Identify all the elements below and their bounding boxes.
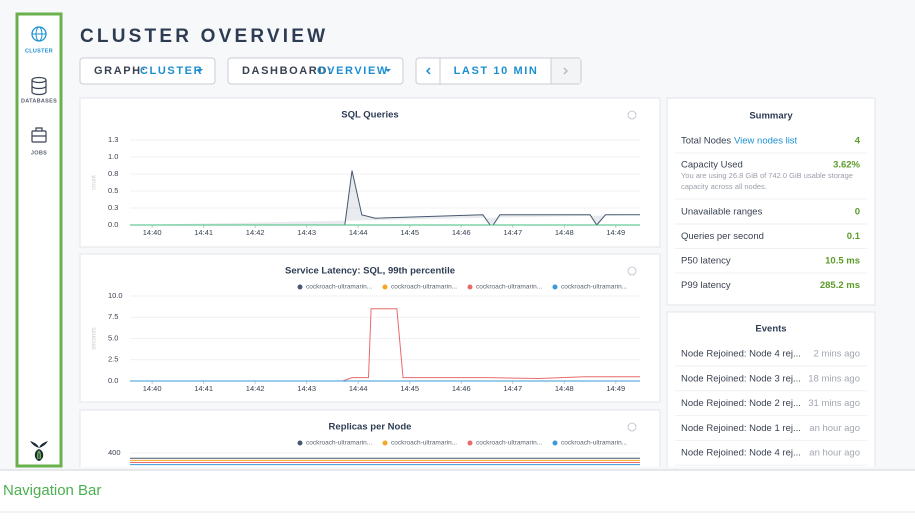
row-label: Unavailable ranges <box>681 207 763 218</box>
time-range[interactable]: LAST 10 MIN <box>454 65 539 77</box>
x-tick-label: 14:43 <box>297 228 316 237</box>
legend-label: cockroach-ultramarin... <box>561 284 627 291</box>
row-label: Total Nodes <box>681 136 731 147</box>
panel <box>667 98 875 305</box>
row-value: 3.62% <box>833 160 860 171</box>
legend-label: cockroach-ultramarin... <box>476 284 542 291</box>
annotation-caption: Navigation Bar <box>3 482 101 499</box>
legend-swatch <box>298 285 303 290</box>
legend-label: cockroach-ultramarin... <box>306 284 372 291</box>
event-time: 18 mins ago <box>808 373 860 384</box>
y-axis-label: count <box>92 175 98 190</box>
dropdown-value: OVERVIEW <box>317 65 389 77</box>
row-value: 0.1 <box>847 231 861 242</box>
nodes-link[interactable]: View nodes list <box>734 136 798 147</box>
y-tick-label: 10.0 <box>108 291 123 300</box>
event-text: Node Rejoined: Node 4 rej... <box>681 349 801 360</box>
event-text: Node Rejoined: Node 2 rej... <box>681 398 801 409</box>
dropdown-value: CLUSTER <box>140 65 203 77</box>
time-selector: LAST 10 MIN <box>416 58 581 84</box>
graph-dropdown[interactable]: GRAPH: CLUSTER <box>80 58 215 84</box>
legend-label: cockroach-ultramarin... <box>391 440 457 447</box>
x-tick-label: 14:49 <box>606 384 625 393</box>
x-tick-label: 14:43 <box>297 384 316 393</box>
event-text: Node Rejoined: Node 3 rej... <box>681 373 801 384</box>
legend-label: cockroach-ultramarin... <box>306 440 372 447</box>
row-label: P99 latency <box>681 280 731 291</box>
y-tick-label: 5.0 <box>108 333 118 342</box>
row-label: P50 latency <box>681 256 731 267</box>
y-tick-label: 0.5 <box>108 186 118 195</box>
event-time: 2 mins ago <box>814 349 860 360</box>
legend-swatch <box>298 441 303 446</box>
nav-label: JOBS <box>31 150 47 156</box>
summary-panel: Summary Total Nodes View nodes list 4 Ca… <box>667 98 875 305</box>
dashboard-dropdown[interactable]: DASHBOARD: OVERVIEW <box>228 58 403 84</box>
legend-label: cockroach-ultramarin... <box>391 284 457 291</box>
y-tick-label: 400 <box>108 448 121 457</box>
legend-label: cockroach-ultramarin... <box>561 440 627 447</box>
x-tick-label: 14:41 <box>194 384 213 393</box>
x-tick-label: 14:47 <box>503 228 522 237</box>
x-tick-label: 14:45 <box>400 384 419 393</box>
y-tick-label: 0.8 <box>108 169 118 178</box>
x-tick-label: 14:49 <box>606 228 625 237</box>
row-value: 4 <box>855 136 861 147</box>
event-time: an hour ago <box>809 423 860 434</box>
legend-label: cockroach-ultramarin... <box>476 440 542 447</box>
x-tick-label: 14:47 <box>503 384 522 393</box>
chart-title: Service Latency: SQL, 99th percentile <box>285 266 455 277</box>
x-tick-label: 14:40 <box>143 228 162 237</box>
chart-title: Replicas per Node <box>329 422 412 433</box>
event-text: Node Rejoined: Node 1 rej... <box>681 423 801 434</box>
x-tick-label: 14:46 <box>452 384 471 393</box>
legend-swatch <box>383 285 388 290</box>
events-panel: Events Node Rejoined: Node 4 rej... 2 min… <box>667 312 875 482</box>
legend-swatch <box>383 441 388 446</box>
x-tick-label: 14:41 <box>194 228 213 237</box>
x-tick-label: 14:44 <box>349 384 368 393</box>
panel-title: Summary <box>749 111 793 122</box>
legend-swatch <box>553 441 558 446</box>
x-tick-label: 14:44 <box>349 228 368 237</box>
x-tick-label: 14:48 <box>555 228 574 237</box>
panel-title: Events <box>755 324 786 335</box>
x-tick-label: 14:40 <box>143 384 162 393</box>
y-tick-label: 7.5 <box>108 312 118 321</box>
chart-title: SQL Queries <box>341 110 398 121</box>
page-title: CLUSTER OVERVIEW <box>80 26 328 47</box>
row-value: 285.2 ms <box>820 280 860 291</box>
disabled-button <box>551 59 581 84</box>
event-time: 31 mins ago <box>808 398 860 409</box>
nav-label: DATABASES <box>21 98 57 104</box>
x-tick-label: 14:42 <box>246 228 265 237</box>
row-note: capacity across all nodes. <box>681 182 767 191</box>
nav-bar <box>17 14 61 466</box>
legend-swatch <box>553 285 558 290</box>
y-tick-label: 0.0 <box>108 376 118 385</box>
nav-label: CLUSTER <box>25 48 53 54</box>
legend-swatch <box>468 441 473 446</box>
row-value: 10.5 ms <box>825 256 860 267</box>
y-tick-label: 0.3 <box>108 203 118 212</box>
x-tick-label: 14:42 <box>246 384 265 393</box>
y-tick-label: 1.3 <box>108 135 118 144</box>
charts: SQL Queries count 1.3 1.0 0.8 0.5 0.3 0.0 14:40 1… <box>80 98 660 490</box>
row-note: You are using 26.8 GiB of 742.0 GiB usab… <box>681 171 853 180</box>
y-tick-label: 2.5 <box>108 355 118 364</box>
x-tick-label: 14:46 <box>452 228 471 237</box>
row-label: Capacity Used <box>681 160 743 171</box>
event-text: Node Rejoined: Node 4 rej... <box>681 448 801 459</box>
x-tick-label: 14:45 <box>400 228 419 237</box>
y-axis-label: seconds <box>92 327 98 349</box>
row-label: Queries per second <box>681 231 764 242</box>
legend-swatch <box>468 285 473 290</box>
row-value: 0 <box>855 207 860 218</box>
y-tick-label: 1.0 <box>108 152 118 161</box>
x-tick-label: 14:48 <box>555 384 574 393</box>
y-tick-label: 0.0 <box>108 220 118 229</box>
event-time: an hour ago <box>809 448 860 459</box>
